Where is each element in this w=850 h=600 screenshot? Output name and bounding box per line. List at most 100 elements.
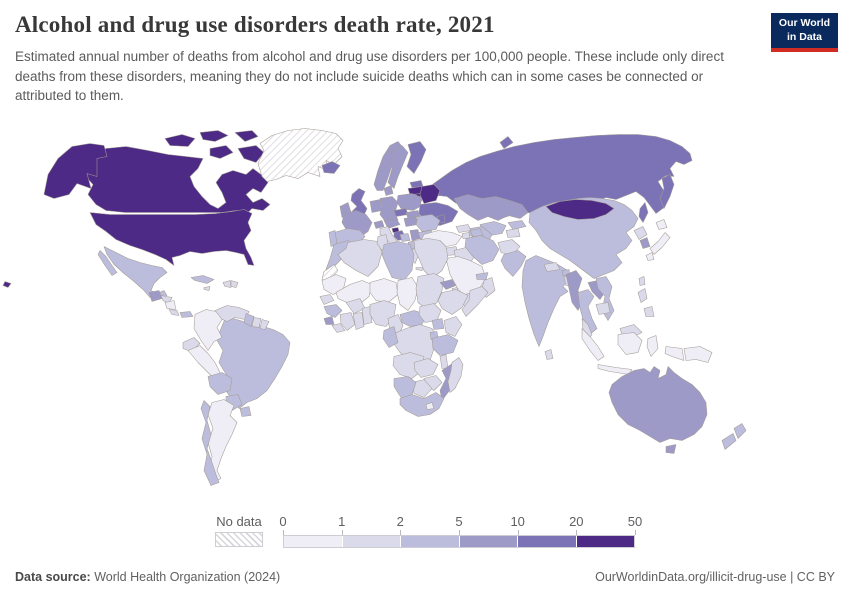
country-benin[interactable] xyxy=(361,306,373,325)
country-dominican-republic[interactable] xyxy=(230,280,239,288)
country-pakistan[interactable] xyxy=(500,250,527,277)
country-russia-kamchatka[interactable] xyxy=(659,174,675,209)
legend-bin-10-20[interactable] xyxy=(518,536,577,547)
country-georgia[interactable] xyxy=(455,224,472,233)
legend-no-data-swatch[interactable] xyxy=(215,532,263,547)
country-canada-island-2[interactable] xyxy=(199,130,229,142)
country-canada-island-1[interactable] xyxy=(164,134,196,147)
country-finland[interactable] xyxy=(406,141,427,174)
country-romania[interactable] xyxy=(415,214,441,232)
country-indonesia-kalimantan[interactable] xyxy=(617,332,643,355)
country-colombia[interactable] xyxy=(193,309,223,351)
legend-bin-2-5[interactable] xyxy=(401,536,460,547)
country-malawi[interactable] xyxy=(439,354,449,369)
country-united-states-hawaii[interactable] xyxy=(2,281,12,288)
country-botswana[interactable] xyxy=(411,379,433,398)
country-madagascar[interactable] xyxy=(447,357,464,393)
legend-bin-0-1[interactable] xyxy=(284,536,343,547)
country-indonesia-sulawesi[interactable] xyxy=(646,335,659,357)
country-haiti[interactable] xyxy=(222,280,232,288)
country-tanzania[interactable] xyxy=(431,334,459,356)
country-japan-hokkaido[interactable] xyxy=(655,219,668,230)
country-chile[interactable] xyxy=(200,400,220,486)
country-mongolia[interactable] xyxy=(545,199,615,220)
country-iceland[interactable] xyxy=(321,161,341,174)
country-tajikistan[interactable] xyxy=(505,228,521,238)
country-armenia[interactable] xyxy=(461,232,471,239)
country-lesotho[interactable] xyxy=(425,402,435,410)
country-uae[interactable] xyxy=(475,272,489,280)
country-guinea[interactable] xyxy=(323,304,343,318)
country-canada-island-4[interactable] xyxy=(209,145,234,159)
country-libya[interactable] xyxy=(381,241,415,281)
country-sudan[interactable] xyxy=(415,273,445,310)
country-united-states[interactable] xyxy=(89,209,255,266)
country-australia-tasmania[interactable] xyxy=(665,444,677,454)
legend-bin-20-50[interactable] xyxy=(576,536,634,547)
country-guyana[interactable] xyxy=(243,313,255,327)
country-french-guiana[interactable] xyxy=(259,319,270,330)
country-papua-new-guinea[interactable] xyxy=(683,346,713,363)
owid-logo[interactable]: Our World in Data xyxy=(771,13,838,52)
country-hungary[interactable] xyxy=(403,216,419,227)
country-new-zealand-north[interactable] xyxy=(733,423,747,439)
country-peru[interactable] xyxy=(187,345,221,381)
country-congo[interactable] xyxy=(382,326,399,348)
country-poland[interactable] xyxy=(396,193,423,211)
country-costa-rica[interactable] xyxy=(168,309,180,316)
country-south-korea[interactable] xyxy=(639,237,651,249)
country-thailand[interactable] xyxy=(577,289,598,334)
country-saudi-arabia[interactable] xyxy=(445,256,487,299)
country-denmark[interactable] xyxy=(383,185,394,196)
country-bosnia[interactable] xyxy=(399,233,411,242)
country-chad[interactable] xyxy=(396,277,419,311)
country-russia-novaya-zemlya[interactable] xyxy=(499,136,514,149)
country-zambia[interactable] xyxy=(413,358,439,378)
country-north-korea[interactable] xyxy=(633,226,648,240)
country-nicaragua[interactable] xyxy=(164,300,177,310)
country-united-states-alaska[interactable] xyxy=(43,143,108,199)
country-austria[interactable] xyxy=(383,218,401,229)
country-nepal[interactable] xyxy=(543,262,561,272)
country-serbia[interactable] xyxy=(409,229,421,241)
country-kyrgyzstan[interactable] xyxy=(507,220,527,230)
country-cambodia[interactable] xyxy=(595,302,611,315)
country-greece-crete[interactable] xyxy=(415,267,425,271)
country-south-africa[interactable] xyxy=(399,392,445,417)
country-canada[interactable] xyxy=(83,146,271,213)
country-switzerland[interactable] xyxy=(373,220,385,229)
country-eritrea[interactable] xyxy=(439,279,457,290)
country-taiwan[interactable] xyxy=(638,276,646,286)
country-niger[interactable] xyxy=(369,278,399,303)
country-kenya[interactable] xyxy=(443,316,463,337)
country-senegal[interactable] xyxy=(319,294,335,305)
country-algeria[interactable] xyxy=(337,239,383,277)
country-indonesia-sumatra[interactable] xyxy=(581,328,605,361)
country-new-zealand-south[interactable] xyxy=(721,433,737,450)
country-azerbaijan[interactable] xyxy=(469,228,484,237)
country-somalia[interactable] xyxy=(461,286,489,317)
country-russia-sakhalin[interactable] xyxy=(638,202,649,223)
country-ethiopia[interactable] xyxy=(437,289,469,315)
country-ghana[interactable] xyxy=(352,312,365,330)
country-mexico-baja[interactable] xyxy=(97,250,118,276)
country-netherlands[interactable] xyxy=(369,199,383,213)
legend-bin-1-2[interactable] xyxy=(342,536,401,547)
country-canada-island-3[interactable] xyxy=(234,130,259,142)
country-greenland[interactable] xyxy=(257,128,344,182)
country-belarus[interactable] xyxy=(419,184,441,204)
country-indonesia-java[interactable] xyxy=(597,364,633,375)
country-philippines-luzon[interactable] xyxy=(637,288,648,303)
country-australia[interactable] xyxy=(608,366,708,443)
country-indonesia-papua[interactable] xyxy=(664,346,685,361)
country-brazil[interactable] xyxy=(216,316,291,409)
country-cuba[interactable] xyxy=(190,275,215,284)
country-sierra-leone[interactable] xyxy=(323,316,335,325)
country-bolivia[interactable] xyxy=(207,372,233,395)
country-iran[interactable] xyxy=(464,235,500,265)
legend-bin-5-10[interactable] xyxy=(459,536,518,547)
country-japan-kyushu[interactable] xyxy=(645,252,655,261)
country-china[interactable] xyxy=(528,197,639,279)
country-panama[interactable] xyxy=(179,311,194,318)
country-uganda[interactable] xyxy=(431,318,445,330)
